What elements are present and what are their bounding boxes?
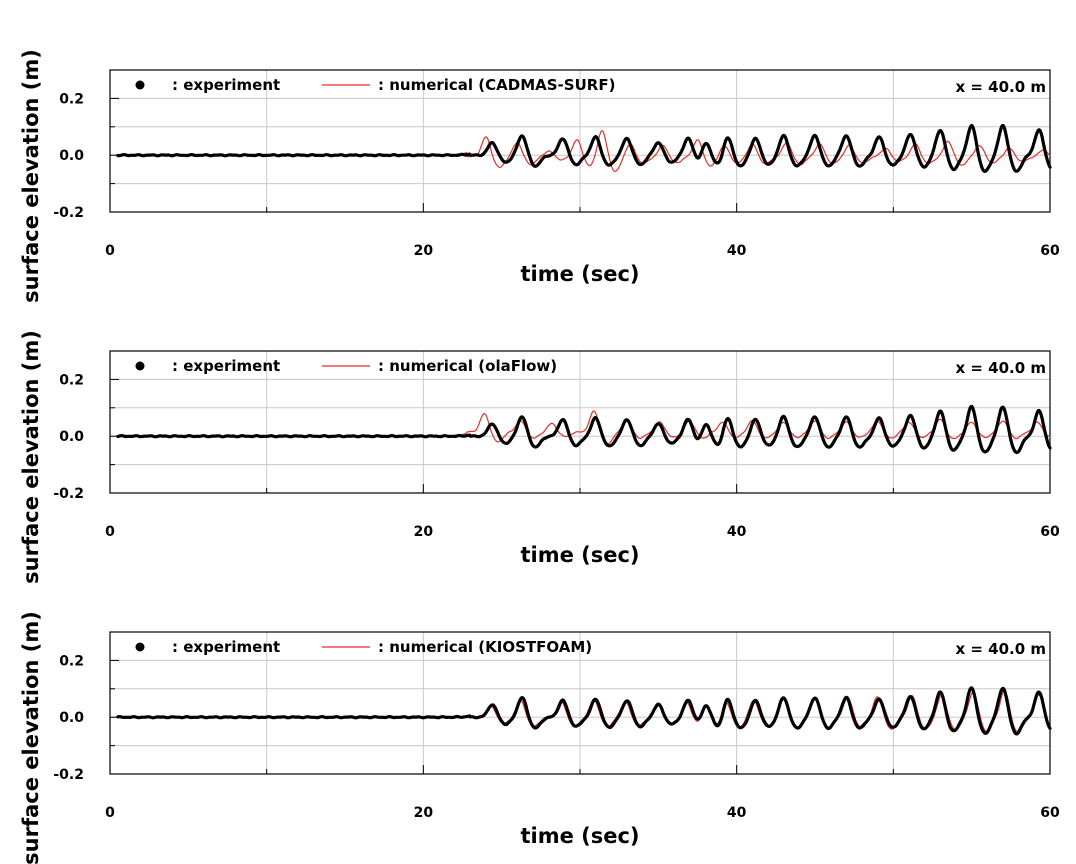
- legend-label-experiment: : experiment: [172, 357, 280, 375]
- x-tick-label: 40: [727, 243, 747, 259]
- legend-label-experiment: : experiment: [172, 76, 280, 94]
- y-tick-label: -0.2: [53, 767, 84, 783]
- x-axis-title: time (sec): [520, 262, 639, 286]
- legend-label-numerical: : numerical (olaFlow): [378, 357, 557, 375]
- y-tick-label: 0.2: [59, 91, 84, 107]
- x-tick-label: 40: [727, 524, 747, 540]
- location-annotation: x = 40.0 m: [955, 640, 1046, 658]
- x-tick-label: 0: [105, 805, 115, 821]
- y-tick-label: 0.0: [59, 148, 84, 164]
- x-tick-label: 60: [1040, 243, 1060, 259]
- location-annotation: x = 40.0 m: [955, 78, 1046, 96]
- y-axis-title: surface elevation (m): [19, 611, 43, 864]
- legend-label-numerical: : numerical (CADMAS-SURF): [378, 76, 615, 94]
- series-experiment: [116, 123, 1052, 173]
- y-axis-title: surface elevation (m): [19, 330, 43, 584]
- chart-panel: -0.2 0.0 0.2 0 20 40 60 time (sec) surface eleva…: [19, 611, 1060, 864]
- y-axis-title: surface elevation (m): [19, 49, 43, 303]
- legend-label-experiment: : experiment: [172, 638, 280, 656]
- chart-panel: -0.2 0.0 0.2 0 20 40 60 time (sec) surface eleva…: [19, 49, 1060, 303]
- x-tick-label: 60: [1040, 524, 1060, 540]
- x-axis-title: time (sec): [520, 824, 639, 848]
- chart-panel: -0.2 0.0 0.2 0 20 40 60 time (sec) surface eleva…: [19, 330, 1060, 584]
- y-tick-label: 0.2: [59, 372, 84, 388]
- y-tick-label: 0.0: [59, 429, 84, 445]
- x-tick-label: 20: [414, 805, 434, 821]
- x-axis-title: time (sec): [520, 543, 639, 567]
- x-tick-label: 20: [414, 243, 434, 259]
- location-annotation: x = 40.0 m: [955, 359, 1046, 377]
- legend-marker-experiment: [135, 361, 145, 371]
- x-tick-label: 0: [105, 524, 115, 540]
- series-experiment: [116, 686, 1052, 736]
- x-tick-label: 60: [1040, 805, 1060, 821]
- series-experiment: [116, 404, 1052, 455]
- y-tick-label: -0.2: [53, 486, 84, 502]
- x-tick-label: 40: [727, 805, 747, 821]
- y-tick-label: 0.2: [59, 653, 84, 669]
- x-tick-label: 0: [105, 243, 115, 259]
- legend-marker-experiment: [135, 642, 145, 652]
- y-tick-label: -0.2: [53, 205, 84, 221]
- x-tick-label: 20: [414, 524, 434, 540]
- legend-label-numerical: : numerical (KIOSTFOAM): [378, 638, 592, 656]
- y-tick-label: 0.0: [59, 710, 84, 726]
- legend-marker-experiment: [135, 80, 145, 90]
